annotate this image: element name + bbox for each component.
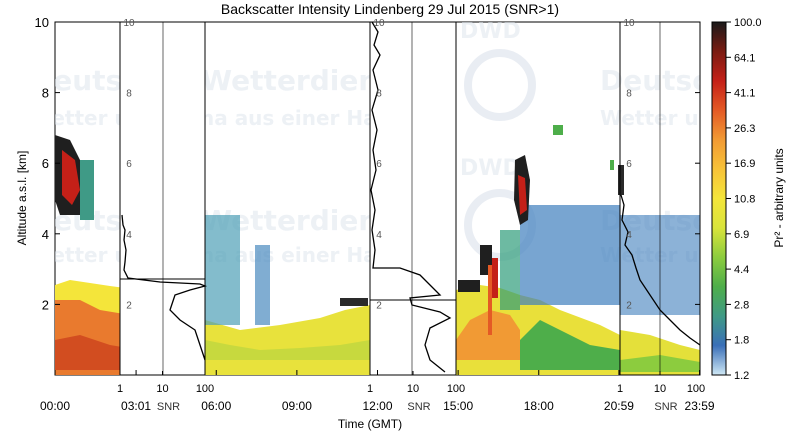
colorbar-tick-label: 6.9 (734, 229, 749, 241)
watermark-line-1: Deutscher Wetterdienst (30, 64, 408, 97)
snr-y-tick-label: 4 (376, 230, 382, 241)
snr-y-tick-label: 4 (626, 230, 632, 241)
x-axis-label: Time (GMT) (338, 417, 402, 431)
x-tick-label: 03:01 (121, 399, 151, 413)
watermark-line-6: Wetter und Klima aus einer Hand (600, 106, 800, 130)
colorbar-tick-label: 64.1 (734, 52, 755, 64)
chart-title: Backscatter Intensity Lindenberg 29 Jul … (221, 1, 559, 17)
watermark-logo-text: DWD (460, 19, 521, 44)
snr-y-tick-label: 2 (376, 300, 382, 311)
snr-y-tick-label: 10 (373, 18, 385, 29)
y-tick-label: 10 (35, 15, 49, 30)
y-tick-label: 6 (42, 156, 49, 171)
colorbar-tick-label: 26.3 (734, 123, 755, 135)
noon-cloud-2 (340, 298, 368, 306)
x-tick-label: 06:00 (201, 399, 231, 413)
colorbar-tick-label: 10.8 (734, 194, 755, 206)
x-tick-label: 18:00 (524, 399, 554, 413)
snr-profile-line-3 (620, 194, 701, 346)
snr-profile-line-2 (370, 21, 452, 373)
snr-x-tick-label: 1 (617, 383, 623, 395)
convective-tower-3 (492, 258, 498, 298)
convective-tower-1-red (518, 175, 527, 215)
colorbar-tick-label: 100.0 (734, 17, 762, 29)
snr-y-tick-label: 10 (623, 18, 635, 29)
morning-green (205, 340, 370, 360)
snr-axis-label: SNR (407, 401, 430, 413)
snr-panel-2 (369, 21, 457, 376)
snr-panel-2-bg (369, 21, 457, 376)
aerosol-region-4 (520, 205, 620, 305)
y-tick-label: 8 (42, 86, 49, 101)
colorbar: 100.0 64.1 41.1 26.3 16.9 10.8 6.9 4.4 2.8 1.8 1.2… (711, 17, 786, 382)
x-tick-label: 09:00 (282, 399, 312, 413)
colorbar-tick-label: 1.8 (734, 335, 749, 347)
colorbar-ticks: 100.0 64.1 41.1 26.3 16.9 10.8 6.9 4.4 2.8 1.8 1.2 (726, 17, 762, 382)
aerosol-region-6 (500, 230, 520, 310)
x-tick-label: 23:59 (685, 399, 715, 413)
snr-y-tick-label: 8 (376, 89, 382, 100)
snr-x-tick-label: 100 (196, 383, 214, 395)
snr-y-tick-label: 8 (626, 89, 632, 100)
snr-x-tick-label: 10 (156, 383, 168, 395)
colorbar-tick-label: 16.9 (734, 158, 755, 170)
snr-x-tick-label: 10 (407, 383, 419, 395)
snr-x-tick-label: 1 (367, 383, 373, 395)
colorbar-scale (711, 21, 727, 376)
snr-y-tick-label: 6 (126, 159, 132, 170)
convective-tower-4 (488, 265, 492, 335)
snr-y-tick-label: 6 (376, 159, 382, 170)
snr-panel-1 (119, 21, 208, 376)
x-tick-label: 12:00 (362, 399, 392, 413)
aerosol-region-3 (255, 245, 270, 325)
colorbar-label: Pr² - arbitrary units (772, 148, 786, 247)
convective-tower-5 (458, 280, 480, 292)
snr-y-tick-label: 2 (626, 300, 632, 311)
snr-y-tick-label: 8 (126, 89, 132, 100)
snr-profile-line-1 (121, 214, 208, 361)
axes: 2 4 6 8 10 00:00 03:01 06:00 09:00 12:00 15:00 18:0… (35, 15, 715, 413)
snr-x-tick-label: 100 (447, 383, 465, 395)
watermark-line-2: Wetter und Klima aus einer Hand (30, 106, 405, 130)
x-tick-label: 00:00 (40, 399, 70, 413)
y-tick-label: 4 (42, 227, 49, 242)
y-axis-label: Altitude a.s.l. [km] (15, 151, 29, 246)
snr-panel-1-bg (119, 21, 206, 376)
high-cloud-early-red (62, 150, 80, 205)
x-tick-label: 15:00 (443, 399, 473, 413)
x-tick-label: 20:59 (604, 399, 634, 413)
high-cloud-early-green (80, 160, 94, 220)
snr-y-tick-label: 4 (126, 230, 132, 241)
afternoon-green (520, 320, 620, 370)
colorbar-tick-label: 41.1 (734, 88, 755, 100)
colorbar-tick-label: 4.4 (734, 264, 749, 276)
snr-y-tick-label: 10 (123, 18, 135, 29)
aerosol-region-2 (205, 215, 240, 325)
snr-axis-label: SNR (654, 401, 677, 413)
watermark-logo-text-2: DWD (460, 156, 521, 181)
colorbar-tick-label: 2.8 (734, 299, 749, 311)
watermark-line-5: Deutscher Wetterdienst (600, 64, 800, 97)
snr-y-tick-label: 2 (126, 300, 132, 311)
evening-cloud-3 (553, 125, 563, 135)
colorbar-tick-label: 1.2 (734, 370, 749, 382)
snr-x-tick-label: 1 (117, 383, 123, 395)
snr-x-tick-label: 10 (654, 383, 666, 395)
snr-axis-label: SNR (157, 401, 180, 413)
evening-cloud-2 (610, 160, 614, 170)
y-tick-label: 2 (42, 297, 49, 312)
evening-cloud-1 (618, 165, 624, 195)
snr-y-tick-label: 6 (626, 159, 632, 170)
snr-x-tick-label: 100 (687, 383, 705, 395)
dwd-logo-icon (464, 49, 536, 121)
